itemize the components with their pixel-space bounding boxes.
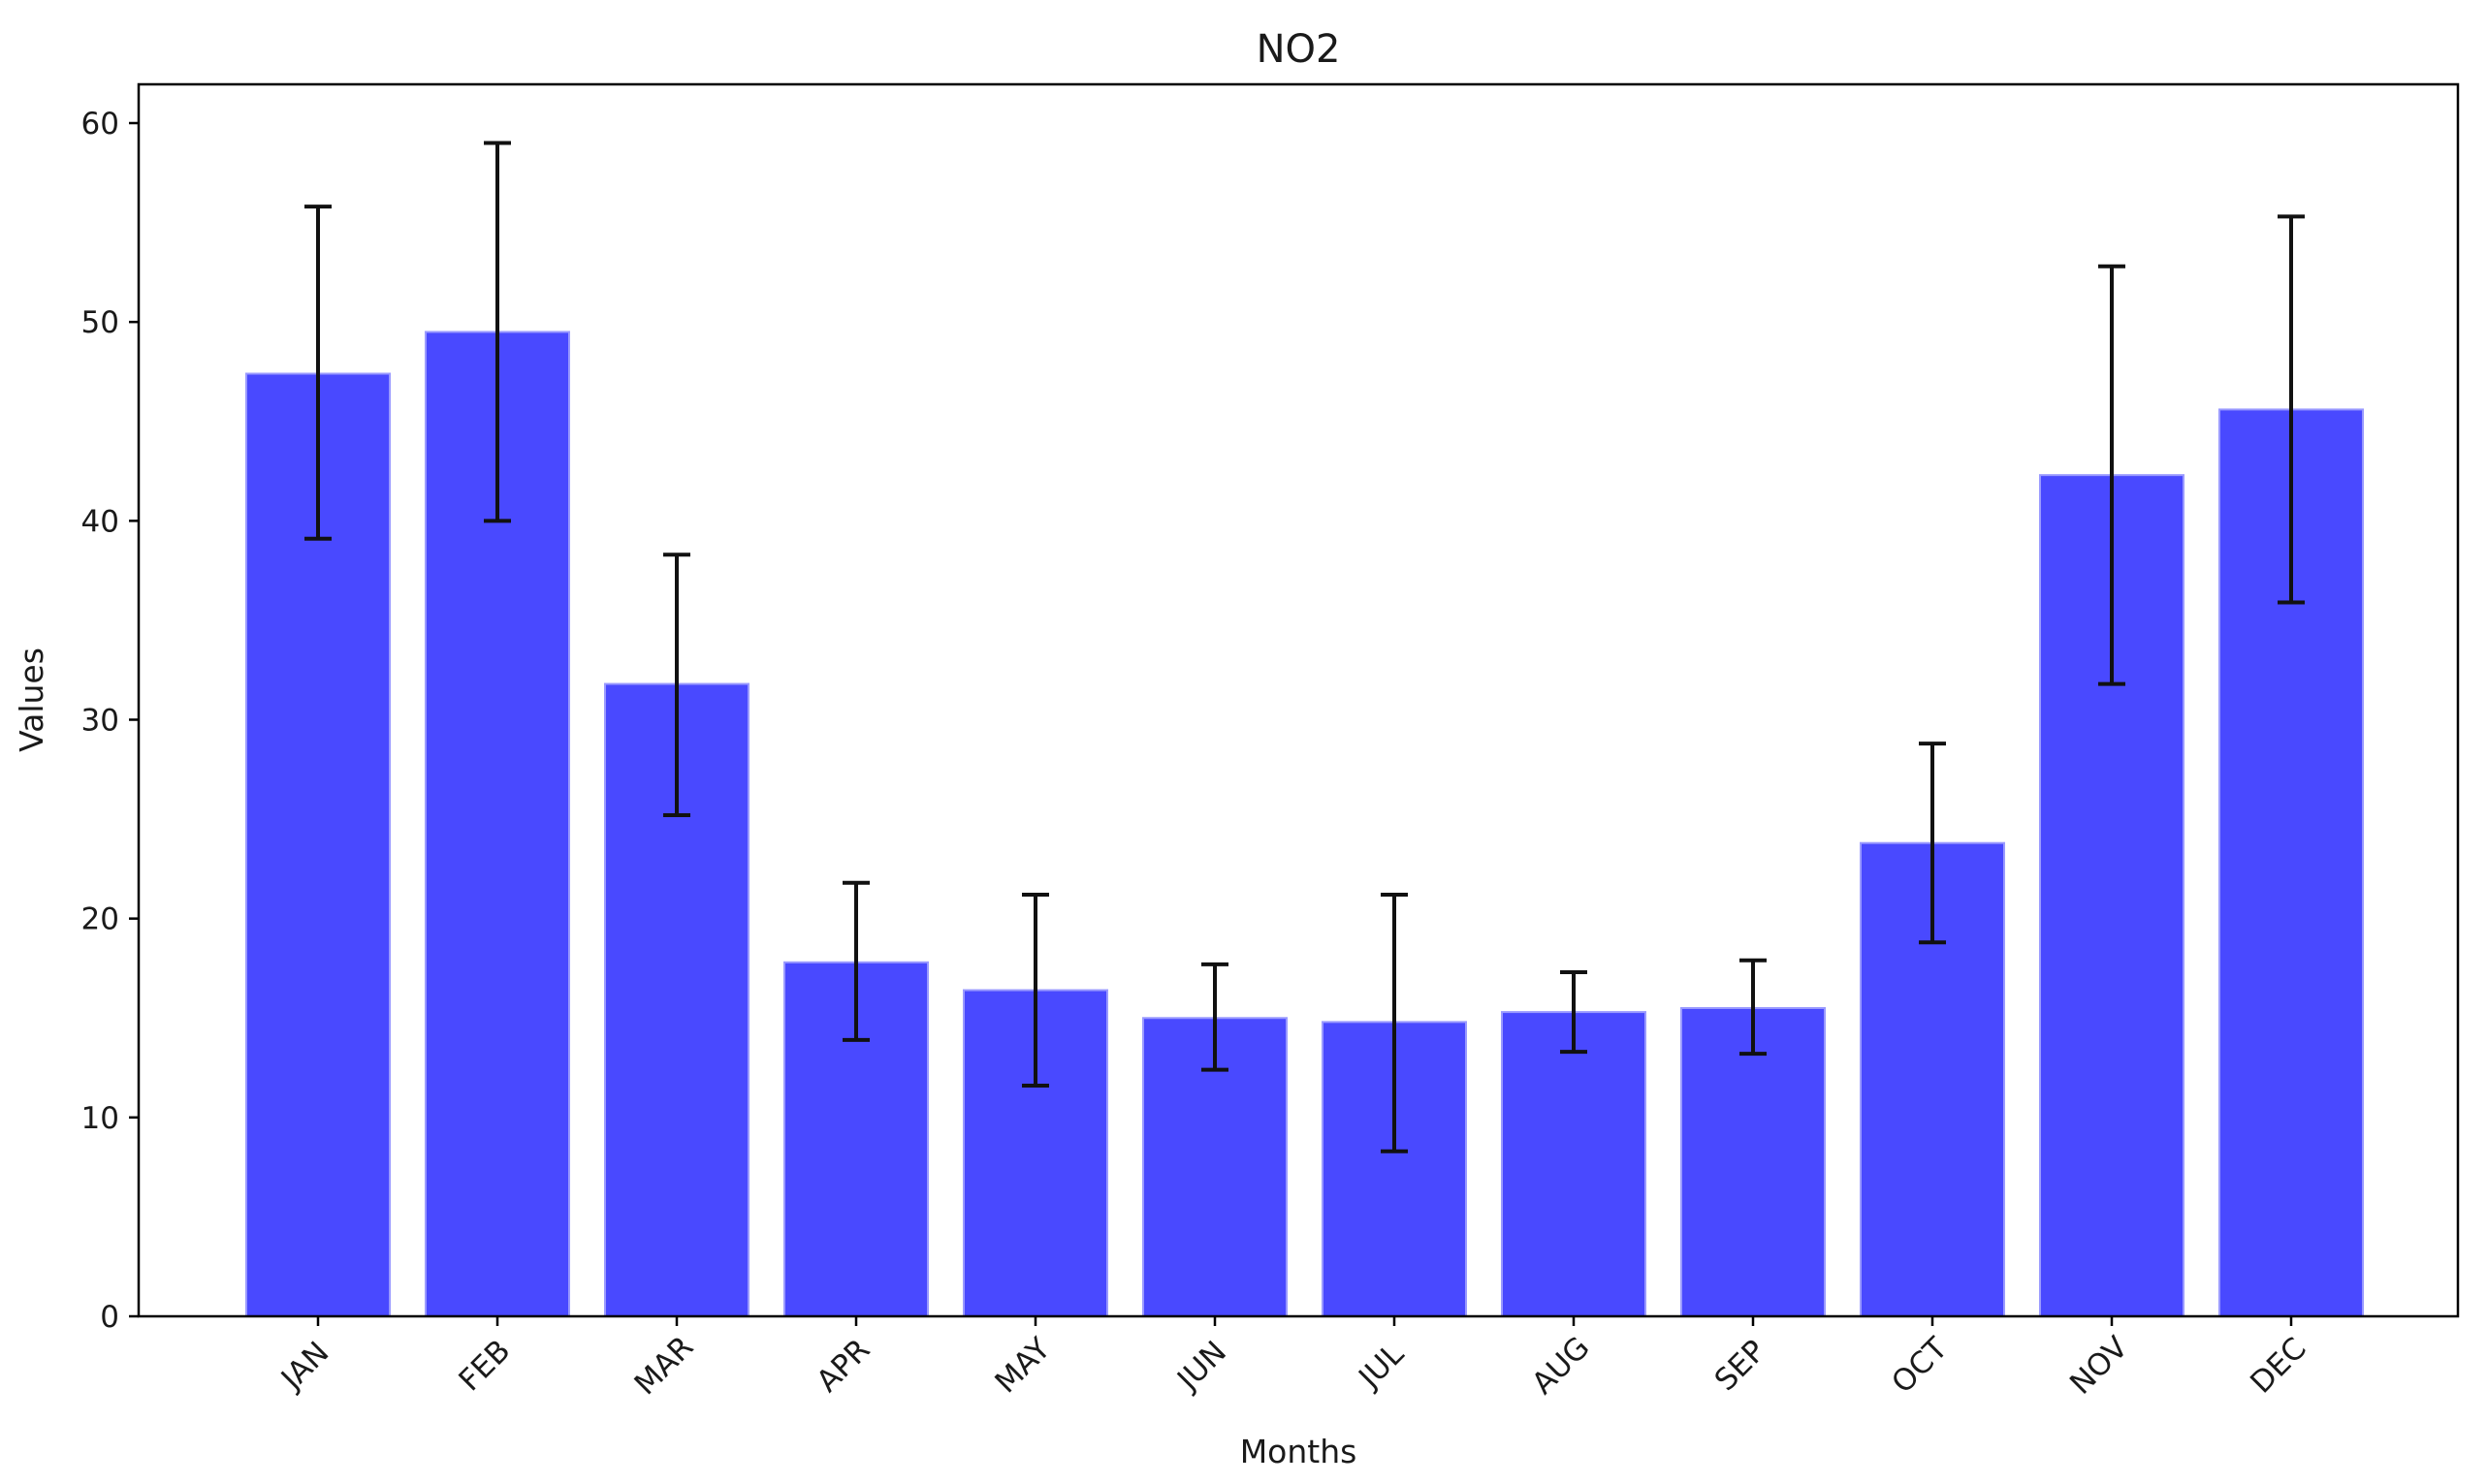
y-axis-ticks: 0 10 20 30 40 50 60 [81,107,139,1335]
error-bar-dec [2278,214,2305,605]
x-tick-label-may: MAY [988,1331,1057,1400]
chart-title: NO2 [1257,27,1341,72]
error-bar-aug [1560,970,1587,1055]
y-tick-label-40: 40 [81,504,119,539]
x-tick-label-jul: JUL [1351,1336,1411,1396]
error-bar-oct [1919,742,1946,945]
bar-sep [1680,1006,1826,1318]
y-tick-label-50: 50 [81,305,119,340]
x-tick-label-aug: AUG [1525,1330,1596,1401]
y-tick-label-10: 10 [81,1101,119,1136]
x-axis-ticks: JAN FEB MAR APR MAY JUN JUL AUG SEP OCT NOV DEC [273,1316,2313,1402]
y-axis-label: Values [13,647,50,752]
error-bar-jun [1201,962,1228,1072]
error-bar-jan [304,205,332,541]
error-bars-layer [304,141,2305,1153]
error-bar-nov [2098,264,2125,686]
x-axis-label: Months [1240,1433,1357,1470]
error-bar-sep [1739,958,1767,1057]
x-tick-label-mar: MAR [628,1330,701,1403]
y-tick-label-30: 30 [81,704,119,739]
error-bar-apr [843,880,870,1042]
error-bar-feb [484,141,511,523]
error-bar-mar [663,553,690,817]
plot-area-frame [137,82,2460,1318]
x-tick-label-dec: DEC [2244,1331,2312,1400]
error-bar-may [1022,893,1049,1089]
y-tick-label-0: 0 [100,1300,119,1335]
y-tick-label-20: 20 [81,902,119,937]
error-bar-jul [1381,893,1408,1153]
x-tick-label-apr: APR [810,1332,877,1399]
x-tick-label-oct: OCT [1885,1330,1955,1400]
x-tick-label-jan: JAN [273,1335,335,1397]
x-tick-label-sep: SEP [1708,1334,1772,1398]
bars-layer [245,331,2364,1318]
x-tick-label-feb: FEB [452,1333,517,1398]
x-tick-label-jun: JUN [1169,1335,1233,1399]
x-tick-label-nov: NOV [2063,1330,2135,1402]
y-tick-label-60: 60 [81,107,119,142]
bar-aug [1501,1011,1646,1317]
